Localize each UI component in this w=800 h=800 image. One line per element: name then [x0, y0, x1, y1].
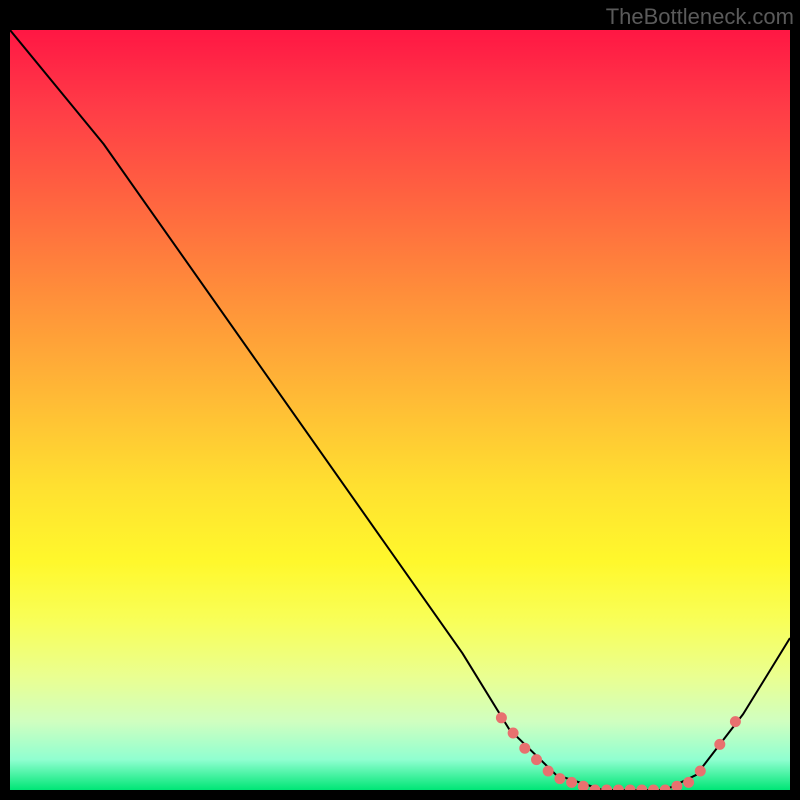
curve-marker: [684, 777, 694, 787]
curve-marker: [730, 717, 740, 727]
curve-marker: [695, 766, 705, 776]
curve-marker: [578, 781, 588, 790]
bottleneck-chart: [10, 30, 790, 790]
curve-marker: [672, 781, 682, 790]
curve-marker: [543, 766, 553, 776]
curve-marker: [567, 777, 577, 787]
curve-marker: [496, 713, 506, 723]
watermark-text: TheBottleneck.com: [606, 4, 794, 30]
curve-marker: [555, 774, 565, 784]
curve-marker: [532, 755, 542, 765]
curve-marker: [520, 743, 530, 753]
curve-marker: [715, 739, 725, 749]
chart-background: [10, 30, 790, 790]
chart-area: [10, 30, 790, 790]
curve-marker: [508, 728, 518, 738]
